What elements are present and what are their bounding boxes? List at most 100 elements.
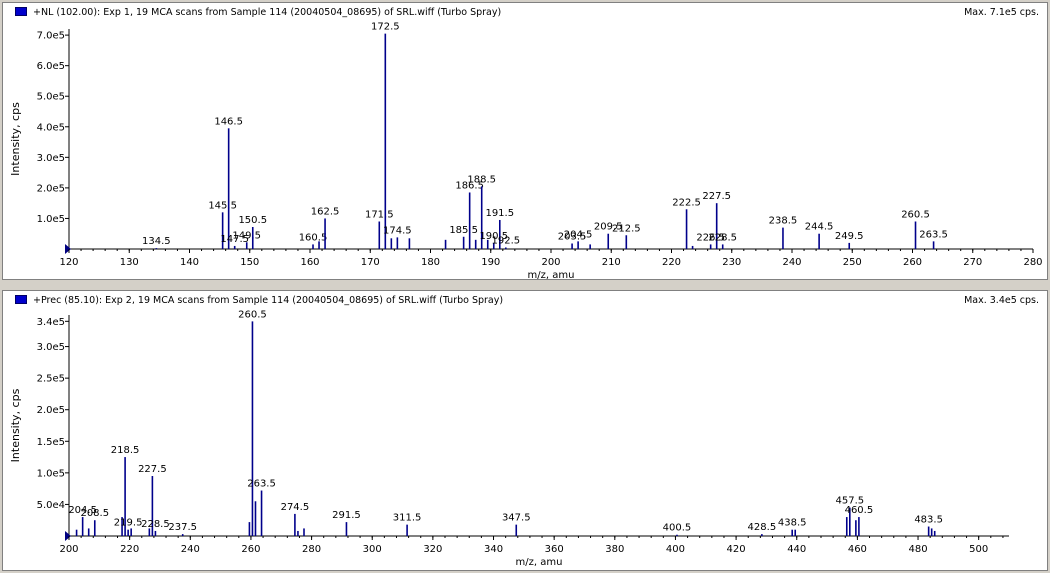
peak-label: 227.5 bbox=[138, 464, 167, 475]
pane-select-marker[interactable] bbox=[15, 295, 27, 304]
x-tick-label: 220 bbox=[662, 257, 681, 268]
x-tick-label: 250 bbox=[843, 257, 862, 268]
panel-header: +NL (102.00): Exp 1, 19 MCA scans from S… bbox=[3, 3, 1047, 21]
x-tick-label: 150 bbox=[240, 257, 259, 268]
y-tick-label: 7.0e5 bbox=[37, 31, 65, 42]
peak-label: 311.5 bbox=[393, 513, 422, 524]
x-tick-label: 210 bbox=[602, 257, 621, 268]
x-tick-label: 270 bbox=[963, 257, 982, 268]
x-tick-label: 190 bbox=[481, 257, 500, 268]
x-axis-label: m/z, amu bbox=[528, 270, 575, 279]
peak-label: 460.5 bbox=[845, 505, 874, 516]
x-tick-label: 160 bbox=[300, 257, 319, 268]
peak-label: 188.5 bbox=[467, 174, 496, 185]
panel-title: +Prec (85.10): Exp 2, 19 MCA scans from … bbox=[33, 295, 504, 306]
x-tick-label: 500 bbox=[969, 544, 988, 555]
peak-label: 228.5 bbox=[141, 519, 170, 530]
peak-label: 172.5 bbox=[371, 22, 400, 33]
peak-label: 190.5 bbox=[479, 231, 508, 242]
peak-label: 149.5 bbox=[232, 230, 261, 241]
pane-select-marker[interactable] bbox=[15, 7, 27, 16]
peak-label: 147.5 bbox=[220, 234, 249, 245]
x-tick-label: 130 bbox=[120, 257, 139, 268]
peak-label: 400.5 bbox=[663, 523, 692, 534]
x-tick-label: 320 bbox=[423, 544, 442, 555]
y-tick-label: 3.0e5 bbox=[37, 342, 65, 353]
peak-label: 291.5 bbox=[332, 510, 361, 521]
peak-label: 146.5 bbox=[214, 116, 243, 127]
x-tick-label: 220 bbox=[120, 544, 139, 555]
peak-label: 226.5 bbox=[696, 232, 725, 243]
peak-label: 260.5 bbox=[901, 210, 930, 221]
origin-marker bbox=[65, 244, 71, 254]
y-axis-label: Intensity, cps bbox=[9, 388, 22, 462]
spectrum-chart-prec[interactable]: 200 220 240 260 280 300 320 340 360 380 400 420 440 4… bbox=[3, 291, 1047, 570]
spectrum-panel-prec: +Prec (85.10): Exp 2, 19 MCA scans from … bbox=[2, 290, 1048, 571]
peak-label: 219.5 bbox=[114, 518, 143, 529]
x-tick-label: 120 bbox=[59, 257, 78, 268]
spectrum-chart-nl[interactable]: 120 130 140 150 160 170 180 190 200 210 220 230 240 2… bbox=[3, 3, 1047, 279]
peak-label: 203.5 bbox=[558, 232, 587, 243]
max-intensity-label: Max. 7.1e5 cps. bbox=[964, 7, 1039, 18]
x-tick-label: 140 bbox=[180, 257, 199, 268]
panel-header: +Prec (85.10): Exp 2, 19 MCA scans from … bbox=[3, 291, 1047, 309]
peak-label: 212.5 bbox=[612, 223, 641, 234]
peak-label: 209.5 bbox=[594, 222, 623, 233]
peak-label: 222.5 bbox=[672, 197, 701, 208]
y-tick-label: 2.0e5 bbox=[37, 405, 65, 416]
peak-label: 237.5 bbox=[168, 522, 197, 533]
peak-label: 274.5 bbox=[281, 502, 310, 513]
peak-label: 145.5 bbox=[208, 200, 237, 211]
x-tick-label: 170 bbox=[361, 257, 380, 268]
x-tick-label: 180 bbox=[421, 257, 440, 268]
y-tick-label: 5.0e5 bbox=[37, 92, 65, 103]
max-intensity-label: Max. 3.4e5 cps. bbox=[964, 295, 1039, 306]
peak-label: 457.5 bbox=[835, 496, 864, 507]
peak-label: 150.5 bbox=[238, 215, 267, 226]
x-tick-label: 460 bbox=[848, 544, 867, 555]
peak-label: 347.5 bbox=[502, 513, 531, 524]
x-axis-label: m/z, amu bbox=[516, 557, 563, 568]
y-tick-label: 3.0e5 bbox=[37, 153, 65, 164]
peak-label: 192.5 bbox=[491, 235, 520, 246]
y-tick-label: 1.5e5 bbox=[37, 437, 65, 448]
x-tick-label: 280 bbox=[1023, 257, 1042, 268]
peak-label: 260.5 bbox=[238, 309, 267, 320]
x-tick-label: 300 bbox=[363, 544, 382, 555]
peak-label: 244.5 bbox=[805, 222, 834, 233]
x-tick-label: 200 bbox=[59, 544, 78, 555]
x-tick-label: 380 bbox=[605, 544, 624, 555]
peak-label: 428.5 bbox=[748, 522, 777, 533]
peak-label: 263.5 bbox=[919, 229, 948, 240]
x-tick-label: 440 bbox=[787, 544, 806, 555]
spectrum-panel-nl: +NL (102.00): Exp 1, 19 MCA scans from S… bbox=[2, 2, 1048, 280]
y-tick-label: 2.0e5 bbox=[37, 183, 65, 194]
peak-label: 134.5 bbox=[142, 236, 171, 247]
peak-label: 191.5 bbox=[485, 208, 514, 219]
peak-label: 174.5 bbox=[383, 225, 412, 236]
peak-label: 185.5 bbox=[449, 225, 478, 236]
x-tick-label: 260 bbox=[903, 257, 922, 268]
x-tick-label: 480 bbox=[908, 544, 927, 555]
y-tick-label: 4.0e5 bbox=[37, 122, 65, 133]
x-tick-label: 240 bbox=[181, 544, 200, 555]
peak-label: 228.5 bbox=[708, 232, 737, 243]
peak-label: 227.5 bbox=[702, 191, 731, 202]
y-axis-label: Intensity, cps bbox=[9, 102, 22, 176]
peak-label: 218.5 bbox=[111, 445, 140, 456]
y-tick-label: 1.0e5 bbox=[37, 214, 65, 225]
y-tick-label: 3.4e5 bbox=[37, 317, 65, 328]
x-tick-label: 230 bbox=[722, 257, 741, 268]
y-tick-label: 5.0e4 bbox=[37, 500, 65, 511]
x-tick-label: 420 bbox=[727, 544, 746, 555]
origin-marker bbox=[65, 531, 71, 541]
x-tick-label: 260 bbox=[241, 544, 260, 555]
peak-label: 204.5 bbox=[564, 229, 593, 240]
panel-title: +NL (102.00): Exp 1, 19 MCA scans from S… bbox=[33, 7, 502, 18]
y-tick-label: 2.5e5 bbox=[37, 374, 65, 385]
y-tick-label: 1.0e5 bbox=[37, 468, 65, 479]
peak-label: 204.5 bbox=[68, 505, 97, 516]
peak-label: 171.5 bbox=[365, 210, 394, 221]
peak-label: 483.5 bbox=[914, 515, 943, 526]
